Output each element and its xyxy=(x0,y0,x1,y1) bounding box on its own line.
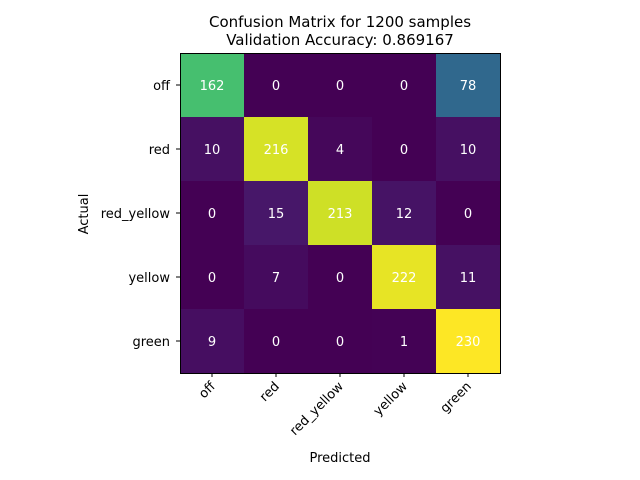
cell-value-label: 1 xyxy=(400,335,408,350)
heatmap-cell-red-red-yellow xyxy=(308,117,372,181)
heatmap-cell-yellow-yellow xyxy=(372,245,436,309)
heatmap-cell-off-green xyxy=(436,53,500,117)
heatmap-cell-red-yellow xyxy=(372,117,436,181)
cell-value-label: 230 xyxy=(456,335,481,350)
heatmap-cell-yellow-red xyxy=(244,245,308,309)
y-tick-label: red xyxy=(149,143,170,158)
heatmap-cell-red-yellow-yellow xyxy=(372,181,436,245)
heatmap-cell-yellow-off xyxy=(180,245,244,309)
cell-value-label: 0 xyxy=(336,271,344,286)
heatmap-cell-red-off xyxy=(180,117,244,181)
cell-value-label: 7 xyxy=(272,271,280,286)
heatmap-cell-off-red-yellow xyxy=(308,53,372,117)
heatmap-cell-yellow-red-yellow xyxy=(308,245,372,309)
cell-value-label: 0 xyxy=(336,335,344,350)
plot-frame xyxy=(180,53,501,374)
heatmap-cell-off-yellow xyxy=(372,53,436,117)
cell-value-label: 0 xyxy=(272,79,280,94)
cell-value-label: 213 xyxy=(328,207,353,222)
heatmap-cell-red-yellow-off xyxy=(180,181,244,245)
cell-value-label: 9 xyxy=(208,335,216,350)
heatmap-cell-red-red xyxy=(244,117,308,181)
heatmap-cell-red-green xyxy=(436,117,500,181)
heatmap-cell-off-off xyxy=(180,53,244,117)
cell-value-label: 10 xyxy=(460,143,477,158)
y-tick-label: red_yellow xyxy=(101,207,171,222)
cell-value-label: 10 xyxy=(204,143,221,158)
y-tick-label: off xyxy=(153,79,171,94)
x-axis-label: Predicted xyxy=(309,451,370,466)
cell-value-label: 0 xyxy=(336,79,344,94)
cell-value-label: 78 xyxy=(460,79,477,94)
y-tick-label: yellow xyxy=(128,271,170,286)
heatmap-cell-off-red xyxy=(244,53,308,117)
chart-title-line2: Validation Accuracy: 0.869167 xyxy=(226,31,454,49)
cell-value-label: 0 xyxy=(400,143,408,158)
cell-value-label: 0 xyxy=(272,335,280,350)
heatmap-cells: 162 0 0 0 78 10 216 4 0 10 0 15 213 12 0 0 7 0 222 11 9 0 0 1 23… xyxy=(180,53,500,373)
cell-value-label: 0 xyxy=(208,207,216,222)
y-tick-label: green xyxy=(132,335,170,350)
cell-value-label: 12 xyxy=(396,207,413,222)
cell-value-label: 0 xyxy=(208,271,216,286)
heatmap-cell-yellow-green xyxy=(436,245,500,309)
cell-value-label: 0 xyxy=(464,207,472,222)
cell-value-label: 0 xyxy=(400,79,408,94)
chart-title-line1: Confusion Matrix for 1200 samples xyxy=(209,13,471,31)
y-axis-label: Actual xyxy=(77,194,92,235)
cell-value-label: 11 xyxy=(460,271,477,286)
cell-value-label: 216 xyxy=(264,143,289,158)
cell-value-label: 15 xyxy=(268,207,285,222)
heatmap-cell-green-off xyxy=(180,309,244,373)
heatmap-cell-green-red xyxy=(244,309,308,373)
heatmap-cell-red-yellow-red-yellow xyxy=(308,181,372,245)
cell-value-label: 222 xyxy=(392,271,417,286)
heatmap-cell-red-yellow-red xyxy=(244,181,308,245)
heatmap-cell-green-red-yellow xyxy=(308,309,372,373)
cell-value-label: 4 xyxy=(336,143,344,158)
heatmap-cell-green-green xyxy=(436,309,500,373)
heatmap-cell-green-yellow xyxy=(372,309,436,373)
heatmap-cell-red-yellow-green xyxy=(436,181,500,245)
cell-value-label: 162 xyxy=(200,79,225,94)
